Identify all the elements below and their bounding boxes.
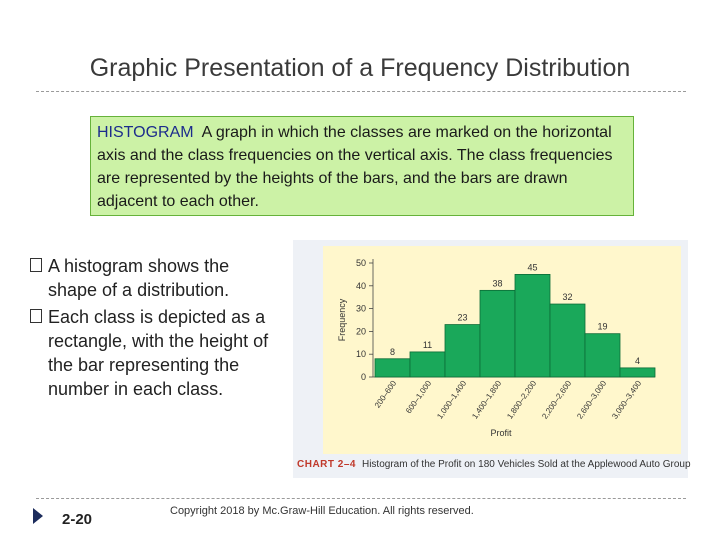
page-number: 2-20 xyxy=(62,511,93,528)
y-tick-label: 0 xyxy=(361,372,366,382)
histogram-bar xyxy=(619,367,656,378)
y-tick-label: 50 xyxy=(356,258,366,268)
bullet-text: A histogram shows the shape of a distrib… xyxy=(48,256,230,300)
histogram-figure: 0 10 20 30 40 50 Frequency 8 11 23 38 45 32 19 4 200–60… xyxy=(293,240,688,478)
y-tick-label: 40 xyxy=(356,281,366,291)
bar-value-label: 11 xyxy=(423,340,432,350)
slide-title: Graphic Presentation of a Frequency Dist… xyxy=(89,54,631,82)
bullet-item: Each class is depicted as a rectangle, w… xyxy=(30,305,280,401)
title-divider xyxy=(36,91,686,92)
bar-value-label: 4 xyxy=(635,356,640,366)
bar-value-label: 23 xyxy=(457,313,467,323)
bullet-item: A histogram shows the shape of a distrib… xyxy=(30,254,280,302)
definition-term: HISTOGRAM xyxy=(97,124,194,141)
definition-box: HISTOGRAM A graph in which the classes a… xyxy=(90,116,634,216)
y-tick-label: 20 xyxy=(356,326,366,336)
bullet-list: A histogram shows the shape of a distrib… xyxy=(30,254,280,404)
next-arrow-icon xyxy=(33,508,43,524)
histogram-bar xyxy=(479,289,516,378)
histogram-bar xyxy=(409,351,446,378)
chart-caption: CHART 2–4 Histogram of the Profit on 180 … xyxy=(297,459,691,470)
x-axis-label: Profit xyxy=(490,428,512,438)
checkbox-bullet-icon xyxy=(30,258,42,272)
copyright-text: Copyright 2018 by Mc.Graw-Hill Education… xyxy=(170,505,474,517)
chart-caption-text: Histogram of the Profit on 180 Vehicles … xyxy=(361,459,691,470)
histogram-bar xyxy=(374,358,411,378)
definition-text: A graph in which the classes are marked … xyxy=(97,124,613,210)
histogram-bar xyxy=(584,333,621,378)
bar-value-label: 19 xyxy=(597,322,607,332)
y-tick-label: 10 xyxy=(356,349,366,359)
footer-divider xyxy=(36,498,686,499)
histogram-bar xyxy=(444,324,481,378)
bar-value-label: 38 xyxy=(492,278,502,288)
chart-number: CHART 2–4 xyxy=(297,459,356,470)
checkbox-bullet-icon xyxy=(30,309,42,323)
histogram-chart: 01020304050Frequency81123384532194200–60… xyxy=(323,246,681,454)
y-tick-label: 30 xyxy=(356,304,366,314)
bar-value-label: 8 xyxy=(390,347,395,357)
bullet-text: Each class is depicted as a rectangle, w… xyxy=(48,307,269,399)
y-axis-label: Frequency xyxy=(337,298,347,341)
histogram-bar xyxy=(549,303,586,378)
bar-value-label: 32 xyxy=(562,292,572,302)
bar-value-label: 45 xyxy=(527,262,537,272)
histogram-bar xyxy=(514,274,551,378)
